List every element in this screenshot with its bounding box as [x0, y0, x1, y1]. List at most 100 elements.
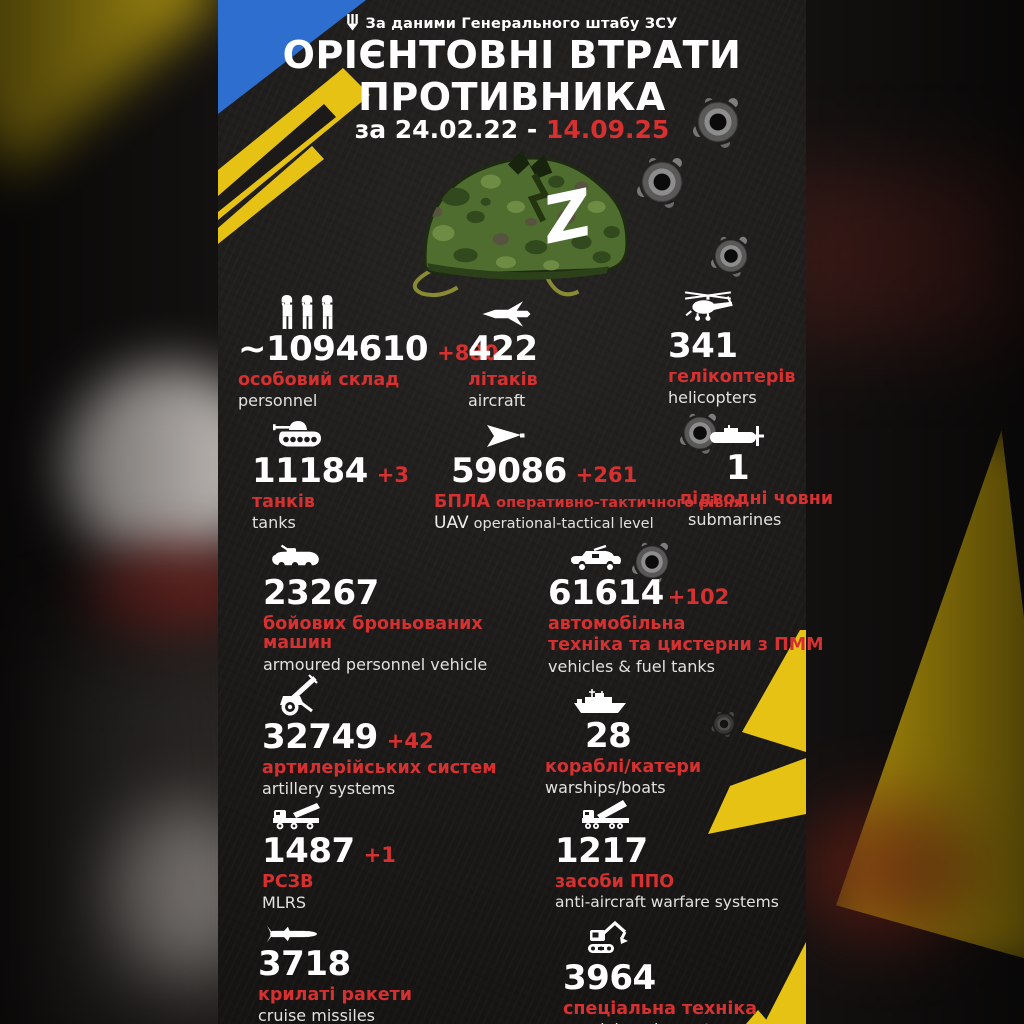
stat-label-ua-line1: бойових броньованих [263, 614, 483, 634]
crack-lightning [527, 173, 550, 223]
stat-value: 3964 [563, 958, 656, 998]
stat-label-en: artillery systems [262, 779, 396, 799]
stat-value: 23267 [263, 573, 379, 613]
stat-value: 28 [585, 716, 632, 756]
stat-cruise-missiles: 3718 крилаті ракети cruise missiles [258, 915, 412, 1024]
stat-label-en: vehicles & fuel tanks [548, 656, 715, 676]
trident-icon [347, 14, 359, 31]
artillery-icon [272, 674, 497, 718]
fighter-jet-icon [480, 292, 538, 330]
stat-tanks: 11184 +3 танків tanks [252, 414, 409, 533]
stat-delta: +1 [363, 843, 396, 867]
stat-value: 1 [726, 448, 750, 488]
stat-label-en: tanks [252, 513, 296, 533]
stat-value: 59086 [451, 451, 567, 491]
stat-label-en-main: UAV [434, 513, 469, 534]
blurred-backdrop-right [806, 0, 1024, 1024]
stat-label-ua: крилаті ракети [258, 985, 413, 1005]
date-prefix: за 24.02.22 - [354, 115, 546, 144]
stat-label-en: UAV operational-tactical level [434, 513, 743, 534]
flag-stripes-decoration [218, 0, 806, 1024]
helicopter-icon [683, 289, 795, 327]
tank-icon [270, 414, 409, 452]
stat-value: 32749 [262, 717, 378, 757]
source-attribution: За даними Генерального штабу ЗСУ [218, 14, 806, 32]
bullet-hole [712, 712, 736, 736]
stat-aircraft: 422 літаків aircraft [468, 292, 538, 411]
source-text: За даними Генерального штабу ЗСУ [365, 16, 678, 32]
stat-delta: +3 [376, 463, 410, 487]
stat-label-en: special equipment [563, 1020, 757, 1024]
stat-mlrs: 1487 +1 РСЗВ MLRS [262, 794, 396, 913]
stat-label-en: MLRS [262, 893, 306, 913]
stat-special-equipment: 3964 спеціальна техніка special equipmen… [563, 919, 757, 1024]
soldiers-icon [278, 292, 499, 330]
stat-artillery: 32749 +42 артилерійських систем artillery… [262, 674, 497, 799]
bullet-hole [681, 414, 719, 452]
poster-title-line1: ОРІЄНТОВНІ ВТРАТИ [282, 33, 742, 77]
stat-value: 3718 [258, 944, 351, 984]
bullet-hole [712, 237, 750, 275]
stat-label-ua: танків [252, 492, 315, 512]
helmet-graphic: Z [412, 150, 629, 298]
stat-armoured-vehicles: 23267 бойових броньованих машин armoured… [263, 536, 487, 674]
stat-label-ua: кораблі/катери [545, 757, 702, 777]
stat-label-ua: спеціальна техніка [563, 999, 758, 1019]
warship-icon [572, 679, 701, 717]
stat-label-ua: РСЗВ [262, 872, 314, 892]
stat-submarines: 1 підводні човни submarines [680, 411, 833, 530]
military-truck-icon [567, 536, 824, 574]
stat-value: 1217 [555, 831, 648, 871]
stat-value: 61614 [548, 573, 664, 613]
stat-helicopters: 341 гелікоптерів helicopters [668, 289, 795, 408]
stat-label-ua: БПЛА оперативно-тактичного рівня [434, 492, 743, 512]
bullet-hole [639, 159, 685, 205]
stat-label-ua: підводні човни [680, 489, 834, 509]
stat-value: 11184 [252, 451, 368, 491]
stat-label-en: aircraft [468, 391, 526, 411]
stat-value: 422 [468, 329, 538, 369]
date-end: 14.09.25 [545, 115, 670, 144]
stat-label-en: anti-aircraft warfare systems [555, 893, 779, 912]
stat-label-en: cruise missiles [258, 1006, 375, 1024]
stat-delta: +261 [575, 463, 638, 487]
edge-shade [806, 0, 1024, 1024]
stat-label-ua: літаків [468, 370, 538, 390]
excavator-icon [582, 919, 757, 959]
stat-label-en: warships/boats [545, 778, 666, 798]
blurred-backdrop-left [0, 0, 218, 1024]
stat-warships: 28 кораблі/катери warships/boats [545, 679, 701, 798]
chin-strap-right [544, 274, 580, 297]
stat-air-defence: 1217 засоби ППО anti-aircraft warfare sy… [555, 794, 779, 912]
stat-label-ua: гелікоптерів [668, 367, 796, 387]
submarine-icon [708, 411, 833, 449]
helmet-crack [507, 150, 553, 179]
stat-value: 341 [668, 326, 738, 366]
chin-strap-left [412, 267, 459, 298]
stat-label-ua: засоби ППО [555, 872, 675, 892]
stat-uav: 59086 +261 БПЛА оперативно-тактичного рів… [434, 414, 743, 534]
stat-label-en: helicopters [668, 388, 757, 408]
stat-label-ua-line2: машин [263, 633, 333, 654]
apc-icon [268, 536, 487, 574]
stat-value: ~1094610 [238, 329, 429, 369]
stat-label-ua-sub: оперативно-тактичного рівня [496, 495, 743, 511]
stat-vehicles-fuel-tanks: 61614 +102 автомобільна техніка та цистер… [548, 536, 824, 676]
bullet-hole [695, 99, 741, 145]
mlrs-truck-icon [268, 794, 396, 832]
stat-value: 1487 [262, 831, 355, 871]
camouflage-spots [428, 174, 620, 271]
stat-label-en: personnel [238, 391, 318, 411]
stat-delta: +880 [437, 341, 499, 365]
stat-label-ua: особовий склад [238, 370, 400, 390]
stat-label-en-sub: operational-tactical level [473, 516, 654, 533]
infographic-poster: За даними Генерального штабу ЗСУ ОРІЄНТО… [218, 0, 833, 1024]
stat-label-en: armoured personnel vehicle [263, 654, 488, 674]
helmet-rim-shadow [427, 263, 609, 280]
cruise-missile-icon [265, 915, 412, 945]
date-range: за 24.02.22 - 14.09.25 [218, 115, 806, 144]
stat-label-en: submarines [688, 510, 782, 530]
drone-icon [485, 414, 743, 452]
edge-shade [0, 0, 218, 1024]
